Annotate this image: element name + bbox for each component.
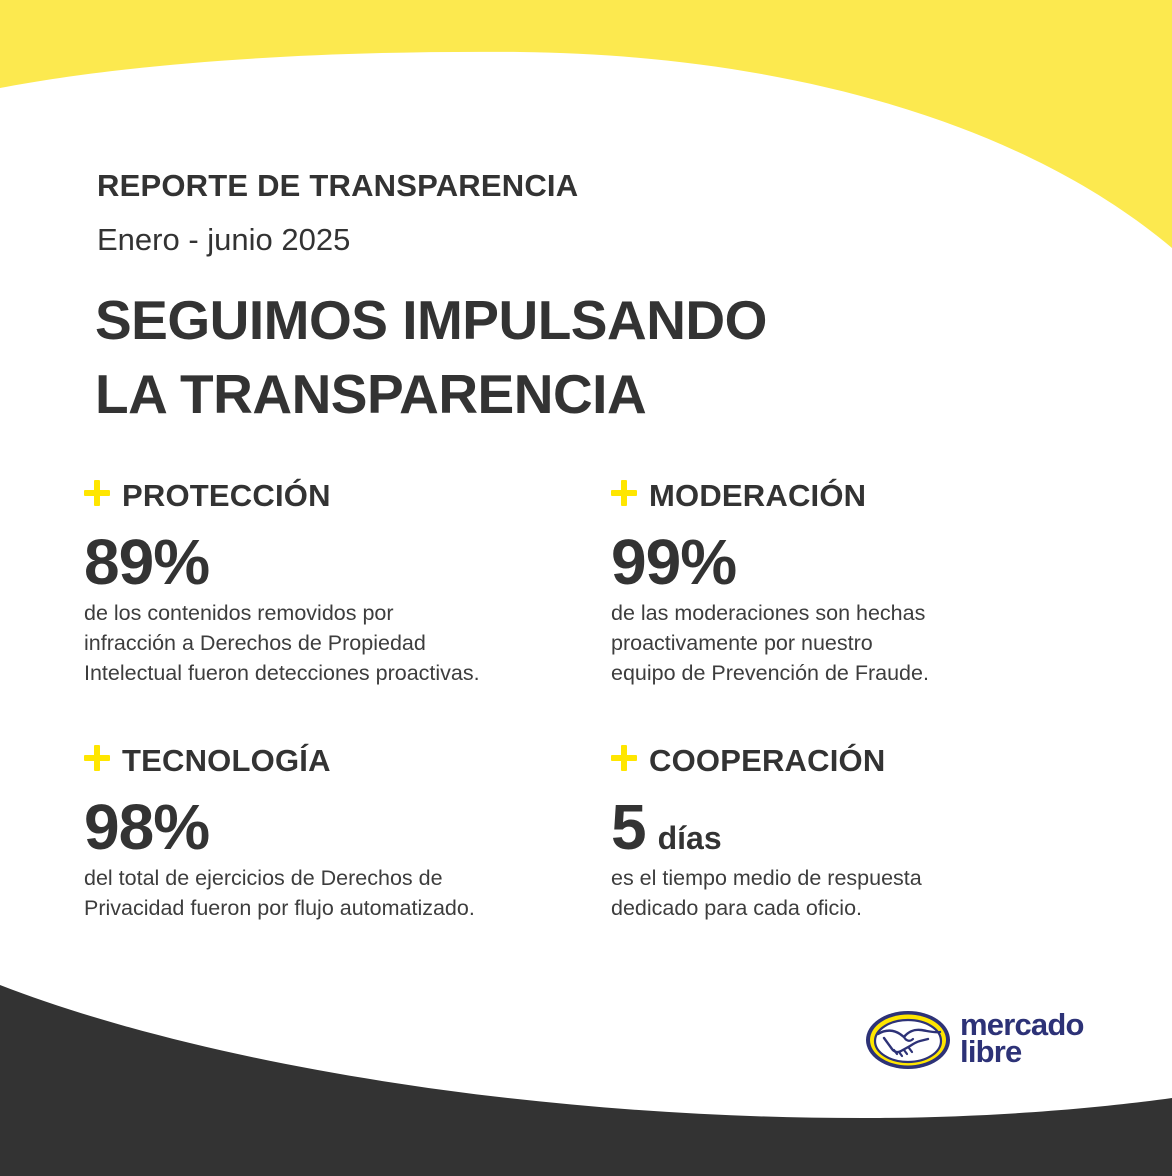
stat-description-line: de los contenidos removidos por (84, 601, 394, 625)
stat-number: 99% (611, 526, 737, 598)
stat-protection: PROTECCIÓN 89% de los contenidos removid… (84, 476, 554, 688)
handshake-icon (866, 1011, 950, 1069)
brand-name-line-2: libre (960, 1034, 1022, 1069)
stat-description-line: Privacidad fueron por flujo automatizado… (84, 896, 475, 920)
plus-icon (611, 745, 637, 771)
plus-icon (84, 745, 110, 771)
stat-value: 89% (84, 526, 554, 598)
stat-number: 89% (84, 526, 210, 598)
brand-name: mercado libre (960, 1007, 1084, 1069)
yellow-top-wave (0, 0, 1172, 248)
stat-header: MODERACIÓN (611, 476, 1081, 516)
stat-description: del total de ejercicios de Derechos de P… (84, 863, 554, 923)
stat-unit: días (657, 820, 722, 856)
headline: SEGUIMOS IMPULSANDO LA TRANSPARENCIA (95, 283, 767, 431)
stat-description: es el tiempo medio de respuesta dedicado… (611, 863, 1081, 923)
stat-title: PROTECCIÓN (122, 478, 331, 513)
headline-line-1: SEGUIMOS IMPULSANDO (95, 289, 767, 351)
brand-logo: mercado libre (864, 1008, 1104, 1072)
stat-description-line: del total de ejercicios de Derechos de (84, 866, 443, 890)
stat-description-line: Intelectual fueron detecciones proactiva… (84, 661, 480, 685)
plus-icon (84, 480, 110, 506)
headline-line-2: LA TRANSPARENCIA (95, 363, 647, 425)
stat-cooperation: COOPERACIÓN 5 días es el tiempo medio de … (611, 741, 1081, 923)
stat-value: 99% (611, 526, 1081, 598)
brand-name-line-1: mercado (960, 1007, 1084, 1042)
stat-description-line: de las moderaciones son hechas (611, 601, 926, 625)
stat-description: de las moderaciones son hechas proactiva… (611, 598, 1081, 688)
stat-description: de los contenidos removidos por infracci… (84, 598, 554, 688)
stat-title: TECNOLOGÍA (122, 743, 331, 778)
stat-title: MODERACIÓN (649, 478, 867, 513)
stat-number: 5 (611, 791, 647, 863)
stat-value: 5 días (611, 791, 1081, 863)
stat-header: TECNOLOGÍA (84, 741, 554, 781)
stat-header: COOPERACIÓN (611, 741, 1081, 781)
plus-icon (611, 480, 637, 506)
stat-description-line: proactivamente por nuestro (611, 631, 873, 655)
stat-title: COOPERACIÓN (649, 743, 886, 778)
stat-technology: TECNOLOGÍA 98% del total de ejercicios d… (84, 741, 554, 923)
stat-description-line: dedicado para cada oficio. (611, 896, 863, 920)
stat-header: PROTECCIÓN (84, 476, 554, 516)
report-label: REPORTE DE TRANSPARENCIA (97, 168, 579, 203)
dark-bottom-wave (0, 985, 1172, 1176)
stat-number: 98% (84, 791, 210, 863)
stat-value: 98% (84, 791, 554, 863)
stat-description-line: infracción a Derechos de Propiedad (84, 631, 426, 655)
report-period: Enero - junio 2025 (97, 222, 351, 257)
stat-description-line: equipo de Prevención de Fraude. (611, 661, 929, 685)
stat-moderation: MODERACIÓN 99% de las moderaciones son h… (611, 476, 1081, 688)
stat-description-line: es el tiempo medio de respuesta (611, 866, 922, 890)
